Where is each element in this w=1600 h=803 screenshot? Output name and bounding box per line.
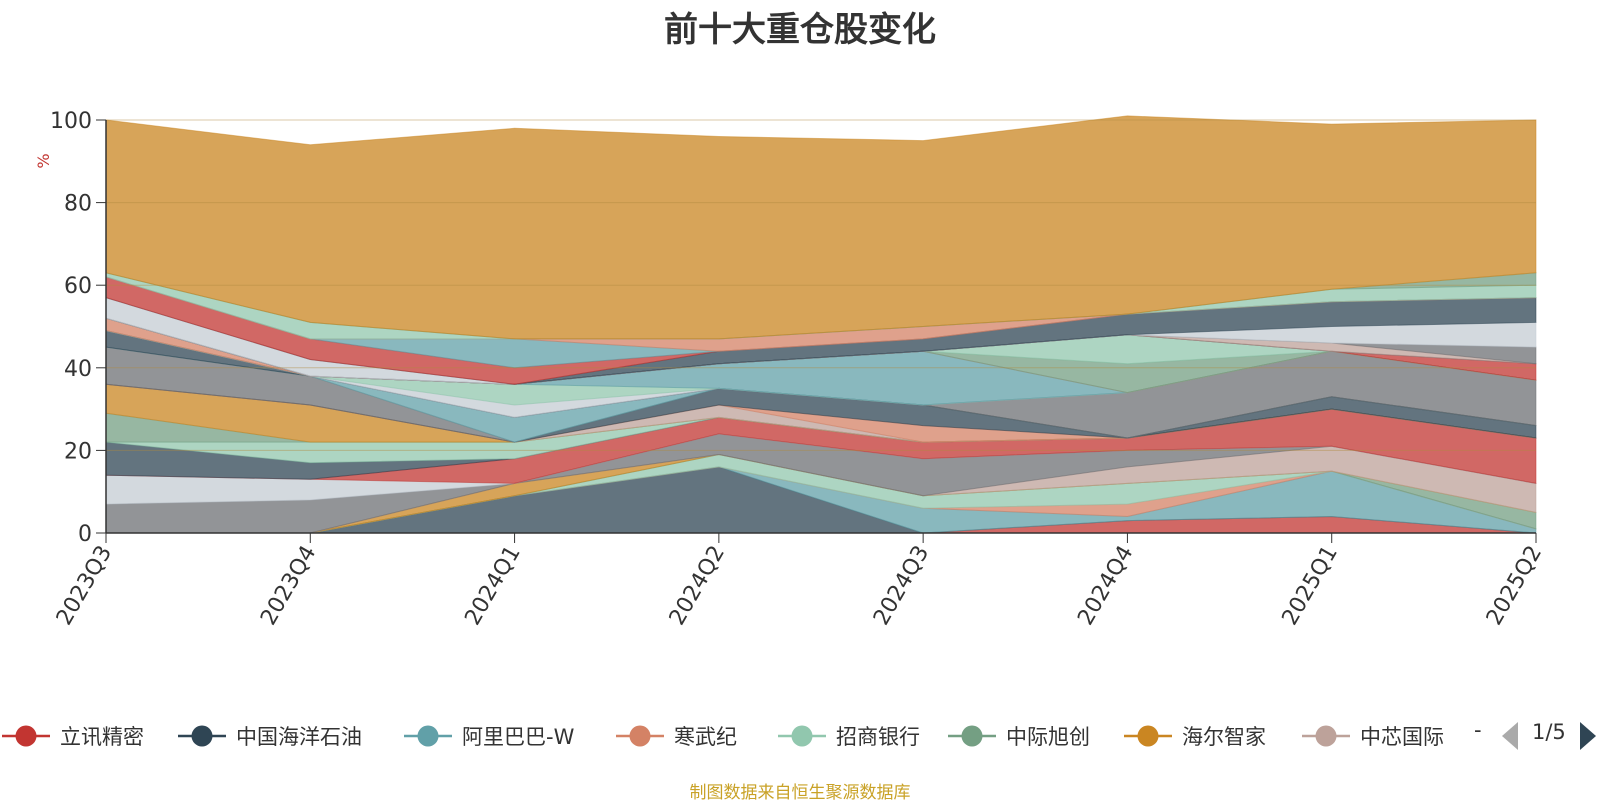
legend-prev-button[interactable]	[1500, 718, 1520, 754]
y-tick-label: 0	[78, 522, 92, 547]
x-tick-label: 2023Q3	[52, 542, 117, 630]
legend-label: 中际旭创	[1006, 725, 1090, 749]
legend-label: 招商银行	[836, 725, 920, 749]
area-layers	[105, 115, 1537, 534]
legend-item[interactable]: 中芯国际	[1300, 718, 1444, 754]
legend-item[interactable]: 立讯精密	[0, 718, 144, 754]
x-tick-label: 2024Q1	[460, 542, 525, 630]
legend-marker-icon	[2, 725, 50, 747]
source-note: 制图数据来自恒生聚源数据库	[689, 783, 911, 803]
x-tick-label: 2025Q1	[1278, 542, 1343, 630]
y-tick-label: 60	[64, 274, 92, 299]
legend-item[interactable]: 海尔智家	[1122, 718, 1266, 754]
legend-label: 立讯精密	[60, 725, 144, 749]
y-axis-label: %	[34, 153, 53, 168]
legend-marker-icon	[404, 725, 452, 747]
x-tick-label: 2024Q2	[665, 542, 730, 630]
y-tick-label: 100	[50, 109, 92, 134]
legend-item[interactable]: 寒武纪	[614, 718, 737, 754]
legend-label: 寒武纪	[674, 725, 737, 749]
legend-item[interactable]: 中国海洋石油	[176, 718, 362, 754]
legend-marker-icon	[1124, 725, 1172, 747]
legend-page-indicator: 1/5	[1532, 720, 1566, 744]
legend-marker-icon	[778, 725, 826, 747]
legend-next-button[interactable]	[1578, 718, 1598, 754]
legend-label: 阿里巴巴-W	[462, 725, 575, 749]
triangle-left-icon	[1502, 722, 1518, 750]
legend-label: 中芯国际	[1360, 725, 1444, 749]
gridlines	[106, 119, 1536, 451]
triangle-right-icon	[1580, 722, 1596, 750]
legend-label: 海尔智家	[1182, 725, 1266, 749]
x-tick-label: 2023Q4	[256, 542, 321, 630]
y-tick-label: 40	[64, 357, 92, 382]
legend-item[interactable]: 阿里巴巴-W	[402, 718, 574, 754]
legend-marker-icon	[178, 725, 226, 747]
legend: 立讯精密 中国海洋石油 阿里巴巴-W 寒武纪 招商银行 中际旭创 海尔智家 中芯国际	[0, 718, 1600, 754]
y-tick-label: 20	[64, 439, 92, 464]
x-tick-label: 2025Q2	[1482, 542, 1547, 630]
stacked-area-chart: 0 20 40 60 80 100 2023Q3 2023Q4 2024Q1 2024Q2 2024…	[34, 109, 1547, 630]
legend-item[interactable]: 招商银行	[776, 718, 920, 754]
x-tick-label: 2024Q3	[869, 542, 934, 630]
legend-more-indicator: -	[1474, 718, 1482, 742]
chart-title: 前十大重仓股变化	[664, 10, 936, 50]
area-series-39	[105, 115, 1537, 340]
legend-marker-icon	[616, 725, 664, 747]
y-tick-label: 80	[64, 192, 92, 217]
legend-label: 中国海洋石油	[236, 725, 362, 749]
x-tick-label: 2024Q4	[1073, 542, 1138, 630]
legend-item[interactable]: 中际旭创	[946, 718, 1090, 754]
legend-marker-icon	[948, 725, 996, 747]
legend-marker-icon	[1302, 725, 1350, 747]
